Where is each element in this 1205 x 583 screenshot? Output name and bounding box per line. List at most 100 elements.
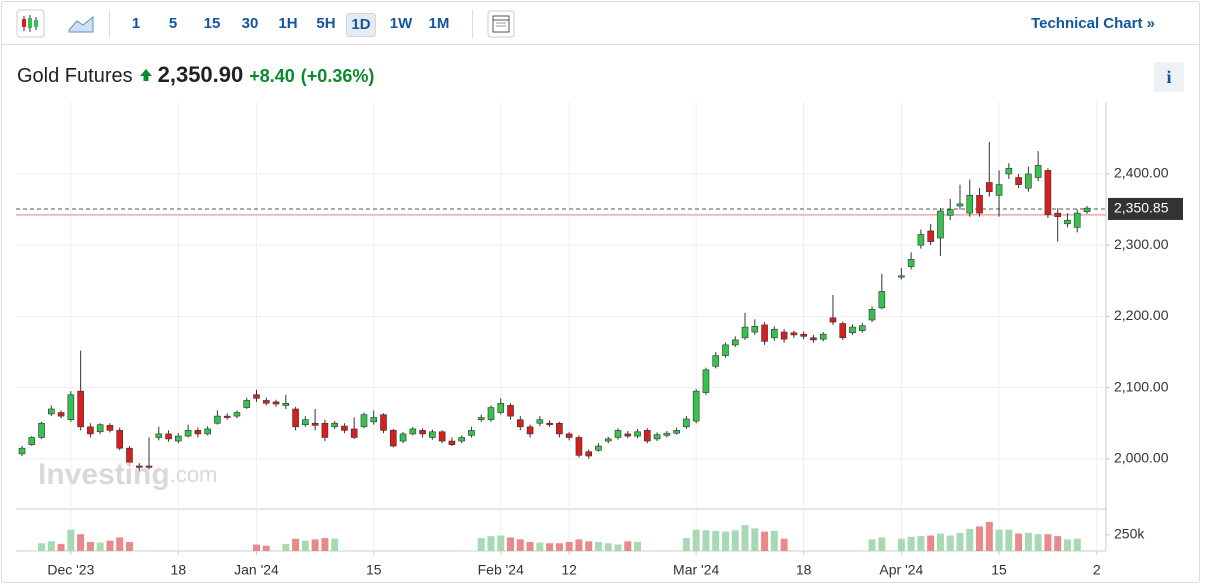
volume-bar	[770, 530, 778, 551]
candle-body	[126, 447, 133, 463]
candle-body	[634, 431, 641, 437]
volume-bar	[282, 543, 290, 551]
candle-body	[18, 447, 26, 455]
volume-bar	[57, 543, 65, 551]
candle-body	[595, 445, 602, 451]
volume-bar	[301, 540, 309, 551]
volume-bar	[604, 543, 612, 551]
candle-body	[575, 437, 583, 456]
volume-bar	[1054, 536, 1062, 551]
candle-body	[1064, 219, 1071, 225]
volume-bar	[712, 530, 720, 551]
candle-body	[780, 331, 788, 340]
candle-body	[526, 426, 534, 435]
candle-icon[interactable]	[16, 9, 46, 39]
interval-button[interactable]: 1	[131, 15, 141, 32]
info-button[interactable]: i	[1154, 62, 1184, 92]
candle-body	[292, 408, 299, 428]
candle-body	[438, 431, 446, 442]
interval-button[interactable]: 5	[168, 15, 178, 32]
candle-body	[429, 431, 436, 438]
volume-bar	[927, 535, 935, 551]
volume-bar	[936, 533, 944, 551]
volume-bar	[96, 542, 104, 551]
area-icon[interactable]	[67, 12, 97, 36]
interval-button[interactable]: 1M	[428, 15, 450, 32]
instrument-name: Gold Futures	[17, 65, 133, 87]
candle-body	[536, 419, 544, 424]
candle-body	[673, 430, 680, 434]
candle-body	[614, 430, 622, 438]
volume-bar	[252, 544, 260, 551]
volume-bar	[868, 539, 876, 551]
candle-body	[507, 405, 514, 417]
candle-body	[468, 430, 475, 436]
volume-bar	[1073, 538, 1081, 551]
volume-bar	[741, 525, 749, 551]
candle-body	[1015, 177, 1022, 185]
candle-body	[175, 435, 182, 442]
volume-bar	[487, 536, 495, 551]
layout-icon[interactable]	[487, 10, 515, 38]
x-tick-label: 18	[171, 562, 187, 578]
candle-body	[1073, 212, 1081, 228]
volume-bar	[311, 539, 319, 551]
candle-body	[653, 434, 661, 440]
volume-bar	[682, 538, 690, 551]
candle-body	[839, 323, 847, 339]
candle-body	[214, 415, 221, 424]
candle-body	[28, 437, 36, 445]
candle-body	[898, 275, 905, 278]
watermark: Investing.com	[38, 458, 217, 491]
volume-bar	[751, 528, 759, 551]
candle-body	[399, 433, 407, 442]
candle-body	[243, 400, 251, 408]
volume-bar	[116, 537, 124, 551]
candle-body	[946, 209, 954, 216]
volume-bar	[1034, 534, 1042, 551]
candle-body	[380, 414, 387, 431]
candle-body	[409, 428, 417, 435]
candle-body	[644, 430, 651, 442]
candle-body	[917, 234, 925, 246]
technical-chart-link[interactable]: Technical Chart »	[1031, 15, 1155, 32]
candle-body	[1054, 212, 1061, 217]
interval-button[interactable]: 1H	[278, 15, 298, 32]
candle-body	[67, 394, 75, 420]
candle-body	[771, 328, 778, 339]
volume-bar	[878, 537, 886, 551]
candle-body	[48, 408, 55, 415]
candle-body	[477, 417, 485, 420]
candle-body	[858, 325, 866, 331]
volume-bar	[1005, 529, 1013, 551]
candle-body	[956, 203, 964, 207]
candle-body	[556, 422, 563, 435]
interval-button[interactable]: 1D	[346, 13, 376, 37]
candle-body	[116, 430, 124, 449]
watermark-brand: Investing	[38, 458, 170, 491]
interval-button[interactable]: 5H	[316, 15, 336, 32]
candle-body	[497, 402, 505, 413]
candle-body	[302, 419, 309, 425]
interval-button[interactable]: 15	[203, 15, 221, 32]
candle-body	[135, 465, 143, 468]
candle-body	[106, 425, 114, 431]
candle-body	[194, 430, 202, 435]
candle-body	[350, 428, 358, 438]
candle-body	[810, 337, 817, 341]
candle-body	[370, 417, 378, 423]
volume-bar	[77, 534, 85, 551]
candle-body	[253, 394, 260, 399]
volume-bar	[47, 541, 55, 551]
candle-body	[927, 230, 934, 242]
interval-button[interactable]: 1W	[389, 15, 413, 32]
volume-bar	[67, 529, 75, 551]
volume-bar	[575, 539, 583, 551]
volume-bar	[477, 538, 485, 551]
interval-button[interactable]: 30	[241, 15, 259, 32]
candle-body	[565, 433, 573, 438]
candle-body	[692, 390, 700, 422]
y-tick-label: 2,100.00	[1114, 378, 1169, 394]
volume-bar	[106, 540, 114, 551]
